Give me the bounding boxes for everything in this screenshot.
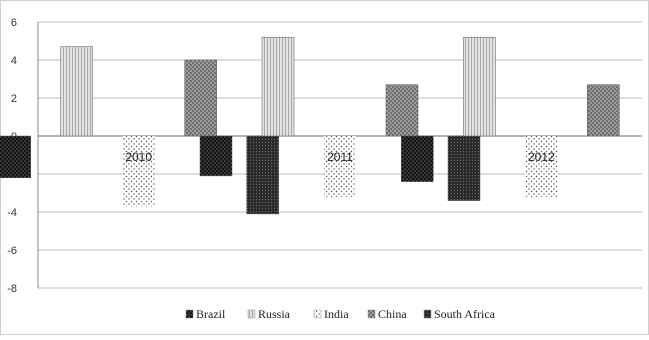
bar-brazil-2010 (0, 135, 31, 179)
legend-swatch-india (313, 309, 322, 319)
bar-brazil-2011 (199, 135, 233, 177)
bars (0, 36, 620, 215)
bar-russia-2012 (463, 36, 496, 137)
legend-label-south-africa: South Africa (434, 307, 496, 321)
legend-swatch-russia (247, 309, 256, 319)
bar-russia-2011 (261, 36, 295, 137)
x-axis-category-labels: 2010 2011 2012 (125, 150, 555, 164)
bar-south-africa-2010 (246, 135, 279, 215)
legend-swatch-south-africa (423, 309, 432, 319)
bar-china-2010 (184, 59, 217, 137)
bar-brazil-2012 (401, 135, 434, 182)
y-tick-label: 6 (11, 17, 17, 29)
legend-label-brazil: Brazil (196, 307, 226, 321)
bar-india-2010 (122, 136, 155, 207)
bar-china-2012 (587, 84, 620, 137)
bar-china-2011 (385, 84, 419, 137)
bar-russia-2010 (60, 46, 93, 137)
bar-south-africa-2011 (447, 135, 481, 201)
legend-label-india: India (324, 307, 349, 321)
legend-label-china: China (378, 307, 407, 321)
x-category-label: 2010 (125, 150, 152, 164)
y-tick-label: -8 (7, 283, 17, 295)
x-category-label: 2011 (327, 150, 353, 164)
legend: Brazil Russia India China South Africa (185, 307, 496, 321)
bar-india-2012 (525, 136, 558, 197)
legend-swatch-china (367, 309, 376, 319)
x-category-label: 2012 (528, 150, 555, 164)
legend-swatch-brazil (185, 309, 194, 319)
y-tick-label: -4 (7, 207, 17, 219)
legend-label-russia: Russia (258, 307, 291, 321)
bar-india-2011 (324, 136, 356, 197)
y-tick-label: -6 (7, 245, 17, 257)
y-tick-label: 4 (11, 55, 17, 67)
y-tick-label: 2 (11, 93, 17, 105)
